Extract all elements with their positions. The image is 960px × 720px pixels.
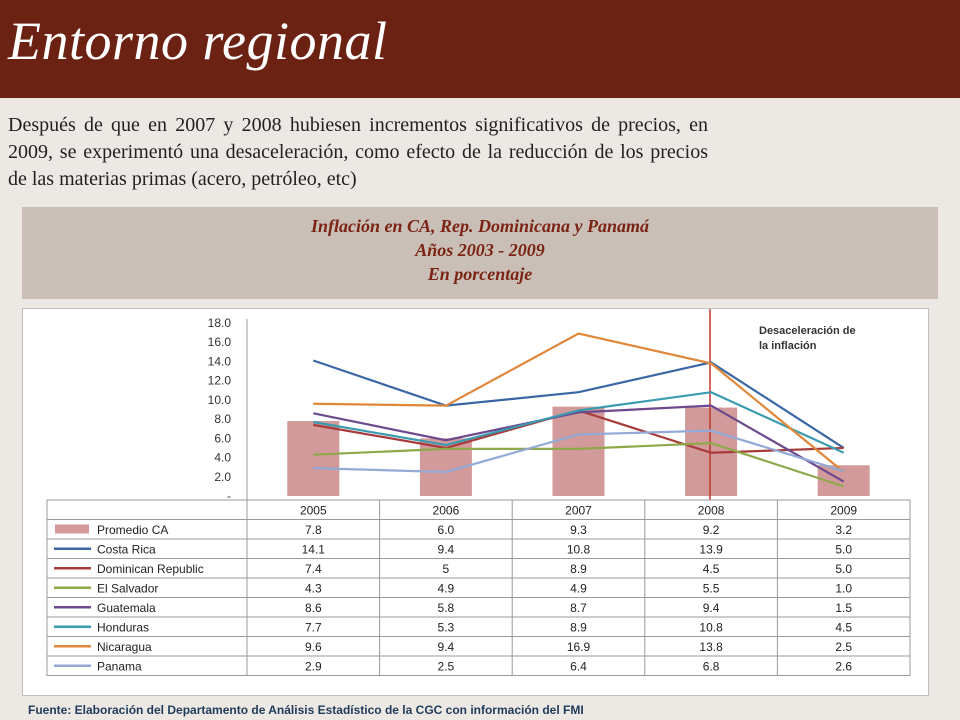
data-value-label: 6.8 <box>703 660 720 674</box>
series-line-el-salvador <box>313 442 845 488</box>
series-line-guatemala <box>313 404 845 483</box>
data-value-label: 14.1 <box>302 543 326 557</box>
bar-promedio-ca <box>287 421 340 496</box>
header-bar: Entorno regional <box>0 0 960 98</box>
data-value-label: 7.8 <box>305 523 322 537</box>
y-tick-label: 14.0 <box>208 354 232 368</box>
intro-paragraph: Después de que en 2007 y 2008 hubiesen i… <box>8 114 708 190</box>
legend-label: Promedio CA <box>97 523 168 537</box>
x-category-label: 2006 <box>433 504 460 518</box>
data-value-label: 8.6 <box>305 601 322 615</box>
data-value-label: 7.4 <box>305 562 322 576</box>
chart-title: Inflación en CA, Rep. Dominicana y Panam… <box>310 216 650 236</box>
x-category-label: 2008 <box>698 504 725 518</box>
x-category-label: 2005 <box>300 504 327 518</box>
data-value-label: 5.0 <box>835 543 852 557</box>
series-line-nicaragua <box>313 332 845 473</box>
data-value-label: 9.2 <box>703 523 720 537</box>
data-value-label: 5.0 <box>835 562 852 576</box>
data-value-label: 3.2 <box>835 523 852 537</box>
data-value-label: 4.9 <box>438 582 455 596</box>
data-table-border <box>46 499 911 676</box>
y-tick-label: 2.0 <box>214 470 231 484</box>
data-value-label: 8.7 <box>570 601 587 615</box>
legend-label: Nicaragua <box>97 640 152 654</box>
page-title: Entorno regional <box>8 11 388 71</box>
data-value-label: 10.8 <box>699 621 723 635</box>
bar-promedio-ca <box>552 406 605 496</box>
data-value-label: 5.8 <box>438 601 455 615</box>
data-value-label: 2.5 <box>438 660 455 674</box>
data-value-label: 1.0 <box>835 582 852 596</box>
series-line-costa-rica <box>312 359 845 449</box>
data-value-label: 9.4 <box>703 601 720 615</box>
series-line-honduras <box>313 391 845 454</box>
legend-swatch <box>55 524 89 534</box>
data-value-label: 4.9 <box>570 582 587 596</box>
source-note: Fuente: Elaboración del Departamento de … <box>28 703 584 717</box>
legend-label: Guatemala <box>97 601 156 615</box>
data-value-label: 2.6 <box>835 660 852 674</box>
y-tick-label: 8.0 <box>214 412 231 426</box>
chart-title-box: Inflación en CA, Rep. Dominicana y Panam… <box>22 207 938 299</box>
data-value-label: 10.8 <box>567 543 591 557</box>
data-value-label: 9.6 <box>305 640 322 654</box>
y-tick-label: 4.0 <box>214 451 231 465</box>
y-tick-label: 6.0 <box>214 431 231 445</box>
data-value-label: 2.9 <box>305 660 322 674</box>
y-tick-label: 10.0 <box>208 393 232 407</box>
chart-subtitle-unit: En porcentaje <box>427 264 533 284</box>
data-value-label: 9.4 <box>438 543 455 557</box>
data-value-label: 13.8 <box>699 640 723 654</box>
data-value-label: 9.3 <box>570 523 587 537</box>
data-value-label: 13.9 <box>699 543 723 557</box>
legend-label: Panama <box>97 660 142 674</box>
data-value-label: 16.9 <box>567 640 591 654</box>
data-value-label: 9.4 <box>438 640 455 654</box>
series-line-panama <box>313 429 845 474</box>
data-value-label: 6.4 <box>570 660 587 674</box>
data-value-label: 4.5 <box>703 562 720 576</box>
data-value-label: 4.5 <box>835 621 852 635</box>
data-value-label: 4.3 <box>305 582 322 596</box>
chart-area: 18.0 16.0 14.0 12.0 10.0 8.0 6.0 4.0 2.0 - Desacel… <box>22 308 929 696</box>
chart-subtitle-years: Años 2003 - 2009 <box>415 240 545 260</box>
legend-label: El Salvador <box>97 582 158 596</box>
y-tick-label: 16.0 <box>208 335 232 349</box>
data-value-label: 7.7 <box>305 621 322 635</box>
annotation-text: la inflación <box>759 340 817 352</box>
data-value-label: 5 <box>443 562 450 576</box>
legend-label: Honduras <box>97 621 149 635</box>
data-value-label: 5.3 <box>438 621 455 635</box>
inflation-chart: 18.0 16.0 14.0 12.0 10.0 8.0 6.0 4.0 2.0 - Desacel… <box>46 309 911 676</box>
y-tick-label: 12.0 <box>208 374 232 388</box>
legend-label: Costa Rica <box>97 543 156 557</box>
data-value-label: 5.5 <box>703 582 720 596</box>
y-tick-label: 18.0 <box>208 316 232 330</box>
data-value-label: 8.9 <box>570 562 587 576</box>
x-category-label: 2009 <box>830 504 857 518</box>
data-value-label: 8.9 <box>570 621 587 635</box>
data-value-label: 1.5 <box>835 601 852 615</box>
data-value-label: 6.0 <box>438 523 455 537</box>
x-category-label: 2007 <box>565 504 592 518</box>
annotation-text: Desaceleración de <box>759 325 856 337</box>
data-value-label: 2.5 <box>835 640 852 654</box>
legend-label: Dominican Republic <box>97 562 204 576</box>
y-tick-label: - <box>227 489 231 503</box>
